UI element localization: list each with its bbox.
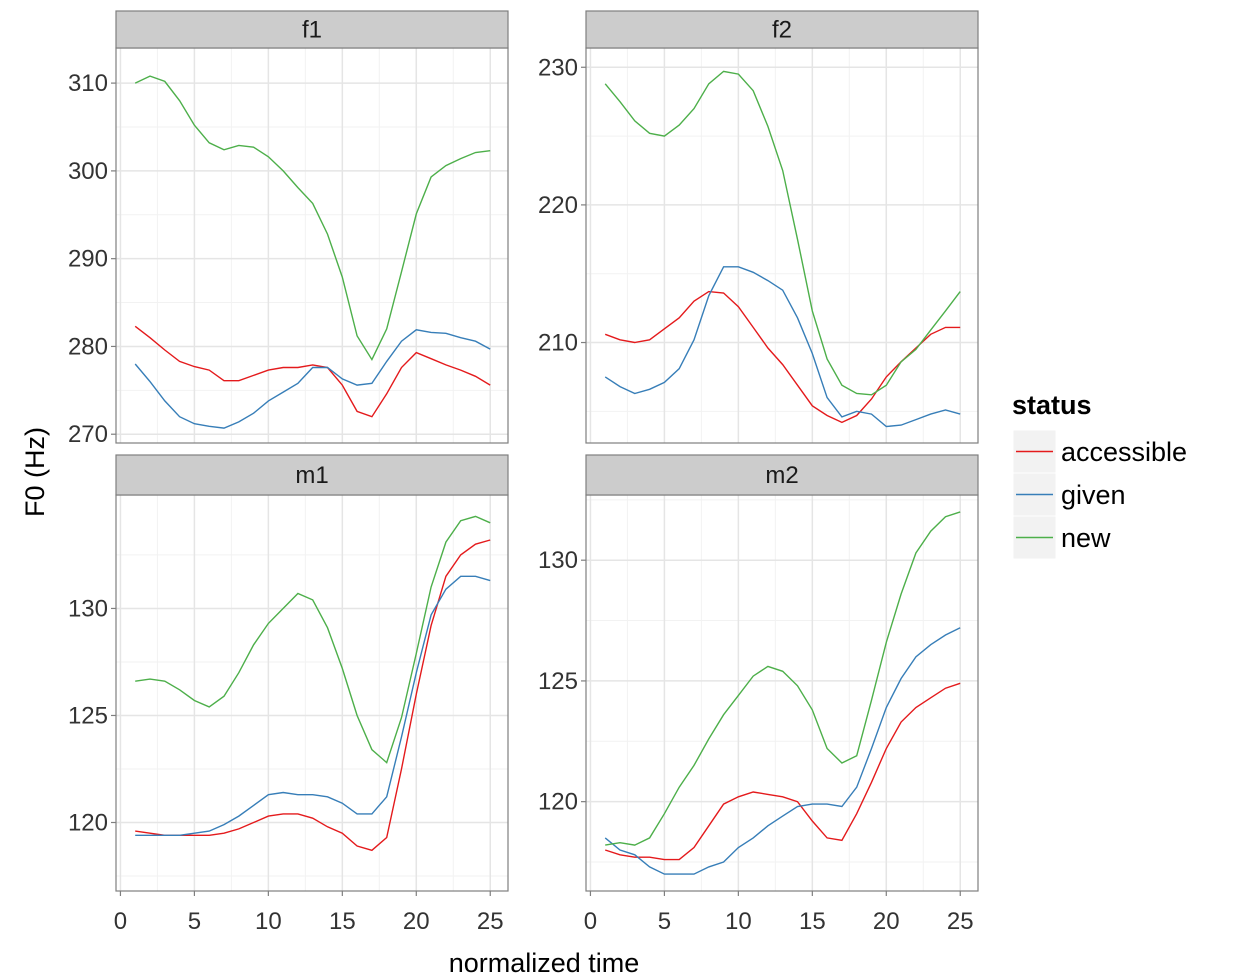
series-line-given	[604, 627, 961, 875]
x-tick-label: 20	[403, 908, 430, 935]
y-tick-label: 220	[538, 192, 578, 219]
legend-item-accessible: accessible	[1012, 429, 1187, 474]
series-line-given	[135, 575, 491, 836]
facet-strip	[585, 454, 979, 496]
y-tick-label: 130	[538, 547, 578, 574]
x-tick-label: 0	[114, 908, 127, 935]
panel-f2: f2 210 220 230	[538, 10, 979, 444]
series-line-new	[135, 515, 491, 764]
panel-background	[586, 495, 978, 891]
y-tick-label: 300	[68, 158, 108, 185]
x-tick-label: 15	[329, 908, 356, 935]
panel-f1: f1 270 280 290 300 310	[68, 10, 509, 448]
x-axis-title: normalized time	[449, 948, 640, 978]
facet-strip-label: m2	[765, 462, 798, 489]
chart-panels: f1 270 280 290 300 310 f2 210 220 230 m1 120 125 130 0…	[68, 10, 979, 935]
x-tick-label: 5	[188, 908, 201, 935]
legend-title: status	[1012, 390, 1092, 420]
y-tick-label: 310	[68, 70, 108, 97]
x-tick-label: 15	[799, 908, 826, 935]
x-tick-label: 25	[947, 908, 974, 935]
y-tick-label: 130	[68, 595, 108, 622]
facet-strip-label: f2	[772, 17, 792, 44]
y-tick-label: 125	[68, 702, 108, 729]
legend-label: given	[1061, 480, 1126, 510]
panel-background	[116, 495, 508, 891]
legend-item-new: new	[1012, 515, 1111, 560]
y-tick-label: 280	[68, 333, 108, 360]
y-tick-label: 290	[68, 246, 108, 273]
x-tick-label: 25	[477, 908, 504, 935]
series-line-accessible	[604, 682, 961, 861]
facet-strip	[115, 10, 509, 49]
x-tick-label: 20	[873, 908, 900, 935]
facet-strip-label: f1	[302, 17, 322, 44]
y-tick-label: 125	[538, 668, 578, 695]
y-tick-label: 210	[538, 330, 578, 357]
series-line-given	[134, 329, 491, 429]
x-tick-label: 0	[584, 908, 597, 935]
legend-label: accessible	[1061, 437, 1187, 467]
x-tick-label: 5	[658, 908, 671, 935]
x-tick-label: 10	[725, 908, 752, 935]
panel-m1: m1 120 125 130 0 5 10 15 20 25	[68, 454, 509, 935]
series-line-new	[605, 511, 961, 846]
series-line-accessible	[134, 325, 491, 418]
panel-background	[116, 48, 508, 443]
legend: status accessible given new	[1012, 390, 1187, 560]
panel-background	[586, 48, 978, 443]
facet-strip-label: m1	[295, 462, 328, 489]
x-tick-label: 10	[255, 908, 282, 935]
y-axis-title: F0 (Hz)	[20, 427, 50, 517]
y-tick-label: 270	[68, 421, 108, 448]
y-tick-label: 120	[538, 789, 578, 816]
y-tick-label: 230	[538, 54, 578, 81]
facet-strip	[115, 454, 509, 496]
y-tick-label: 120	[68, 810, 108, 837]
legend-label: new	[1061, 523, 1111, 553]
series-line-new	[134, 75, 491, 362]
series-line-new	[604, 70, 961, 396]
legend-item-given: given	[1012, 472, 1126, 517]
facet-strip	[585, 10, 979, 49]
panel-m2: m2 120 125 130 0 5 10 15 20 25	[538, 454, 979, 935]
series-line-accessible	[135, 539, 491, 852]
series-line-given	[604, 266, 961, 428]
